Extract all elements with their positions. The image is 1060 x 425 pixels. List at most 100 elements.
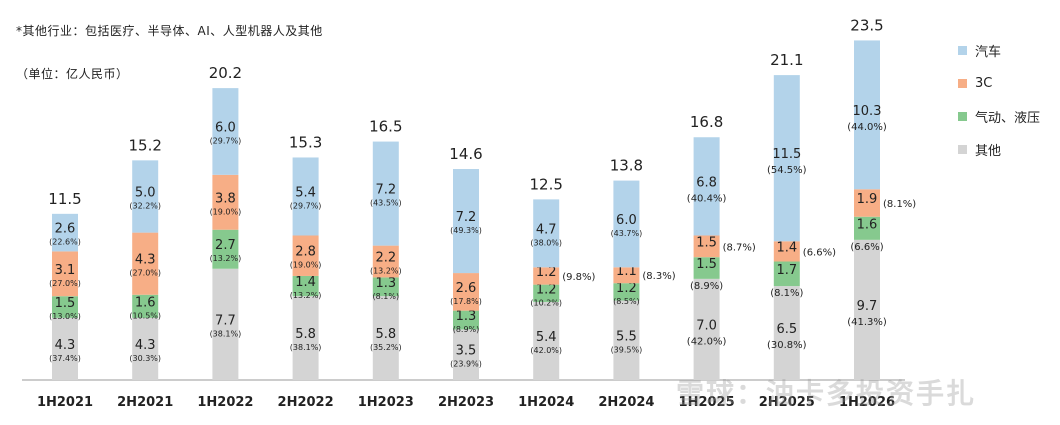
data-label: 2.2 — [375, 251, 396, 266]
x-tick-label: 2H2021 — [117, 395, 173, 410]
percent-label: (8.9%) — [453, 325, 480, 334]
x-tick-label: 1H2024 — [518, 395, 574, 410]
data-label: 1.5 — [696, 257, 717, 272]
legend-item-3c: 3C — [958, 73, 1040, 93]
x-tick-label: 1H2025 — [679, 395, 735, 410]
bar-segment — [613, 283, 640, 301]
x-tick-label: 2H2024 — [598, 395, 654, 410]
data-label: 3.5 — [456, 344, 477, 359]
bar-segment — [372, 141, 399, 246]
data-label: 7.2 — [375, 183, 396, 198]
data-label: 1.7 — [776, 263, 797, 278]
data-label: 2.6 — [456, 281, 477, 296]
x-tick-label: 1H2022 — [197, 395, 253, 410]
percent-label: (32.2%) — [129, 201, 161, 210]
percent-label: (38.1%) — [290, 343, 322, 352]
percent-label: (35.2%) — [370, 343, 402, 352]
data-label: 5.8 — [295, 327, 316, 342]
bar-segment — [52, 317, 78, 380]
bar-segment — [533, 284, 560, 302]
data-label: 9.7 — [857, 299, 878, 314]
bar-segment — [132, 232, 159, 295]
percent-label: (19.0%) — [290, 261, 322, 270]
data-label: 1.2 — [616, 281, 637, 296]
bar-segment — [52, 213, 78, 252]
data-label: 1.6 — [857, 217, 878, 232]
total-label: 16.5 — [369, 118, 402, 136]
bar-segment — [693, 137, 720, 236]
percent-label: (8.1%) — [373, 292, 400, 301]
scope-note: *其他行业：包括医疗、半导体、AI、人型机器人及其他 — [16, 24, 323, 38]
data-label: 6.0 — [215, 120, 236, 135]
watermark-text: 雪球：油卡多投资手扎 — [676, 377, 977, 410]
percent-label: (22.6%) — [49, 238, 81, 247]
bar-segment — [292, 235, 319, 276]
legend-label-3c: 3C — [975, 75, 993, 91]
percent-label: (27.0%) — [129, 269, 161, 278]
percent-label: (6.6%) — [850, 242, 883, 253]
bar-segment — [453, 273, 479, 311]
bar-segment — [453, 329, 479, 380]
percent-label: (43.7%) — [611, 229, 643, 238]
total-label: 13.8 — [610, 157, 643, 175]
bar-segment — [453, 169, 479, 274]
percent-label: (9.8%) — [562, 272, 595, 283]
x-tick-label: 1H2026 — [839, 395, 895, 410]
percent-label: (40.4%) — [687, 193, 727, 204]
legend-swatch-auto — [958, 45, 967, 55]
data-label: 6.5 — [776, 322, 797, 337]
data-label: 2.7 — [215, 238, 236, 253]
data-label: 4.3 — [135, 253, 156, 268]
bar-segment — [372, 245, 399, 278]
legend-label-other: 其他 — [975, 143, 1002, 159]
legend-swatch-3c — [958, 78, 967, 88]
data-label: 11.5 — [772, 147, 801, 162]
total-label: 20.2 — [209, 64, 242, 82]
bar-segment — [533, 301, 560, 380]
percent-label: (43.5%) — [370, 199, 402, 208]
data-label: 5.5 — [616, 329, 637, 344]
percent-label: (27.0%) — [49, 279, 81, 288]
bar-segment — [613, 300, 640, 380]
percent-label: (44.0%) — [847, 122, 887, 133]
bar-segment — [132, 160, 159, 233]
bar-segment — [292, 275, 319, 297]
bar-segment — [132, 294, 159, 318]
data-label: 7.2 — [456, 210, 477, 225]
data-label: 1.5 — [55, 296, 76, 311]
percent-label: (17.8%) — [450, 297, 482, 306]
bar-segment — [212, 174, 239, 230]
percent-label: (13.2%) — [290, 291, 322, 300]
percent-label: (8.1%) — [770, 288, 803, 299]
percent-label: (54.5%) — [767, 165, 807, 176]
legend-item-pneumatic: 气动、液压 — [958, 106, 1040, 126]
data-label: 7.0 — [696, 318, 717, 333]
x-tick-label: 1H2021 — [37, 395, 93, 410]
bar-segment — [52, 296, 78, 318]
percent-label: (13.2%) — [210, 254, 242, 263]
data-label: 4.7 — [536, 222, 557, 237]
percent-label: (38.1%) — [210, 329, 242, 338]
data-label: 7.7 — [215, 313, 236, 328]
bar-segment — [854, 189, 880, 217]
bar-segment — [773, 241, 800, 262]
bar-segment — [613, 267, 640, 284]
bar-segment — [854, 239, 880, 380]
bar-segment — [292, 157, 319, 236]
total-label: 14.6 — [449, 145, 482, 163]
percent-label: (10.2%) — [530, 298, 562, 307]
bar-segment — [693, 257, 720, 279]
data-label: 4.3 — [55, 338, 76, 353]
data-label: 6.8 — [696, 175, 717, 190]
data-label: 6.0 — [616, 213, 637, 228]
data-label: 5.8 — [375, 327, 396, 342]
bar-segment — [52, 251, 78, 297]
total-label: 21.1 — [770, 51, 803, 69]
total-label: 12.5 — [529, 175, 562, 193]
percent-label: (30.3%) — [129, 354, 161, 363]
x-tick-label: 2H2022 — [278, 395, 334, 410]
bar-segment — [292, 296, 319, 380]
percent-label: (42.0%) — [687, 336, 727, 347]
percent-label: (29.7%) — [210, 136, 242, 145]
bar-segment — [132, 317, 159, 380]
